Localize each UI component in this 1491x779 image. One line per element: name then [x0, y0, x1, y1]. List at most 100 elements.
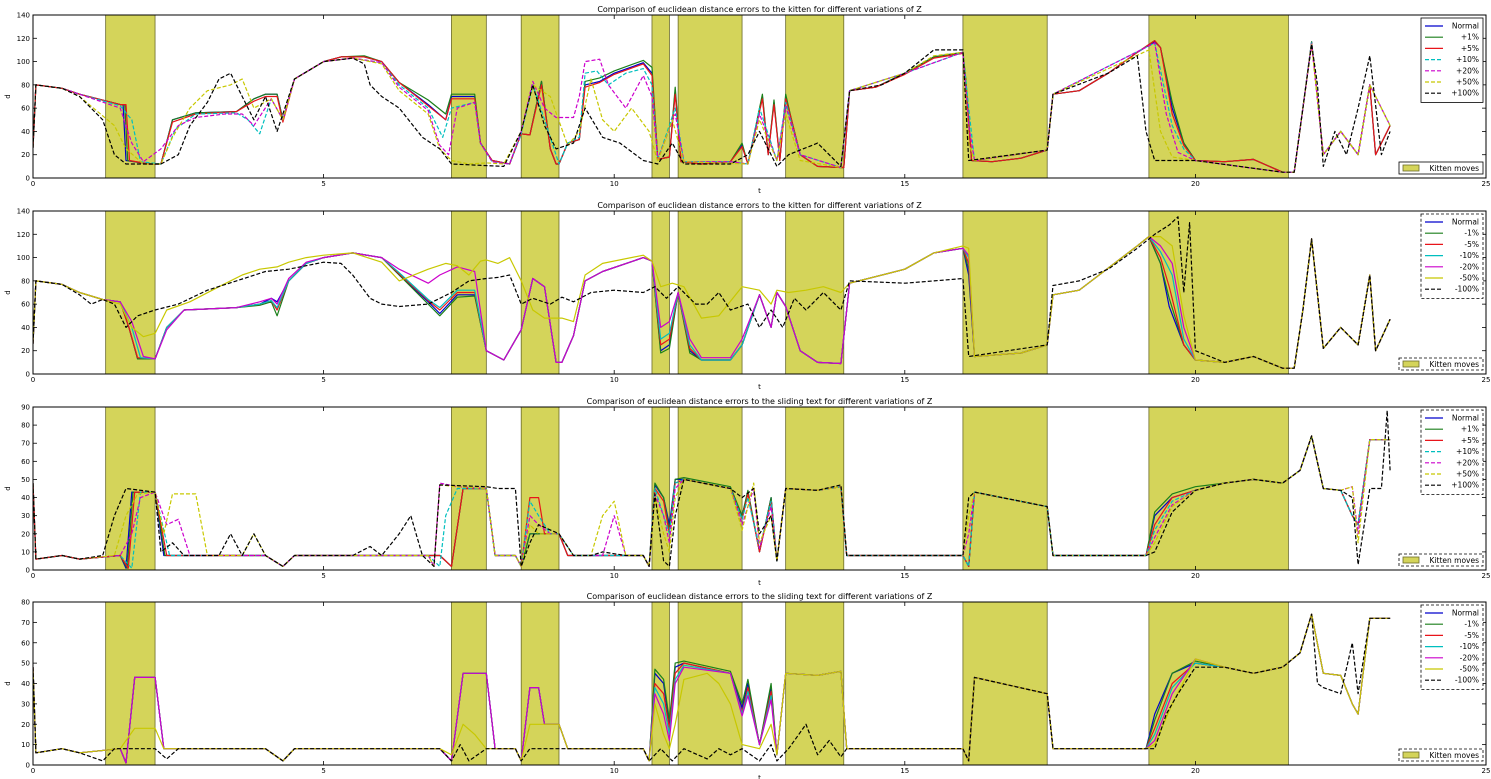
shaded-interval [677, 601, 743, 766]
shaded-interval [105, 210, 156, 375]
chart-title: Comparison of euclidean distance errors … [587, 397, 933, 406]
legend-label: -1% [1464, 229, 1479, 238]
shade-legend-swatch [1402, 164, 1420, 172]
legend: Normal +1% +5% +10% +20% +50% +100% [1420, 17, 1484, 103]
legend-label: +100% [1451, 481, 1479, 490]
x-tick-label: 10 [610, 376, 619, 384]
y-tick-label: 0 [26, 567, 30, 575]
shade-legend-frame [1398, 357, 1484, 371]
y-tick-label: 140 [17, 208, 30, 216]
series-line-5 [33, 236, 1391, 369]
y-axis-label: d [4, 486, 12, 490]
chart-panel-4: 0 5 10 15 20 25 0 10 20 30 40 50 60 70 80 Comparison of… [4, 592, 1490, 779]
x-tick-label: 10 [610, 180, 619, 188]
shade-legend-frame [1398, 161, 1484, 175]
y-tick-label: 0 [26, 762, 30, 770]
x-tick-label: 10 [610, 572, 619, 580]
axes-frame [32, 406, 1487, 571]
y-tick-label: 40 [21, 494, 30, 502]
legend-label: -10% [1460, 251, 1479, 260]
series-lines [33, 613, 1391, 764]
y-tick-label: 30 [21, 700, 30, 708]
chart-title: Comparison of euclidean distance errors … [597, 201, 922, 210]
legend-label: -100% [1455, 676, 1479, 685]
shaded-interval [677, 14, 743, 179]
y-tick-label: 10 [21, 741, 30, 749]
shade-legend: Kitten moves [1398, 161, 1484, 175]
shaded-interval [105, 14, 156, 179]
x-tick-label: 15 [900, 180, 909, 188]
x-tick-label: 0 [31, 180, 35, 188]
y-tick-label: 20 [21, 530, 30, 538]
chart-title: Comparison of euclidean distance errors … [587, 592, 933, 601]
x-tick-label: 0 [31, 376, 35, 384]
x-tick-label: 5 [321, 572, 325, 580]
shaded-interval [962, 14, 1048, 179]
y-tick-label: 80 [21, 81, 30, 89]
legend: Normal +1% +5% +10% +20% +50% +100% [1420, 409, 1484, 495]
legend-label: -5% [1464, 240, 1479, 249]
x-tick-label: 20 [1191, 376, 1200, 384]
series-line-7 [33, 410, 1391, 567]
legend-label: -5% [1464, 631, 1479, 640]
legend-frame [1420, 17, 1484, 103]
y-tick-label: 80 [21, 277, 30, 285]
shade-legend-label: Kitten moves [1430, 751, 1480, 760]
x-tick-label: 10 [610, 767, 619, 775]
x-tick-label: 25 [1482, 180, 1491, 188]
x-tick-label: 5 [321, 767, 325, 775]
y-tick-label: 20 [21, 721, 30, 729]
y-tick-label: 140 [17, 12, 30, 20]
shaded-interval [962, 210, 1048, 375]
legend-label: +20% [1456, 66, 1479, 75]
y-tick-label: 70 [21, 440, 30, 448]
x-tick-label: 0 [31, 767, 35, 775]
legend: Normal -1% -5% -10% -20% -50% -100% [1420, 213, 1484, 299]
y-tick-label: 50 [21, 660, 30, 668]
chart-title: Comparison of euclidean distance errors … [597, 5, 922, 14]
y-axis-label: d [4, 681, 12, 685]
y-tick-label: 80 [21, 599, 30, 607]
y-tick-label: 80 [21, 422, 30, 430]
y-tick-label: 20 [21, 347, 30, 355]
legend-frame [1420, 604, 1484, 690]
shade-legend-label: Kitten moves [1430, 556, 1480, 565]
shade-legend-swatch [1402, 751, 1420, 759]
chart-panel-1: 0 5 10 15 20 25 0 20 40 60 80 100 120 140 Comparison o… [4, 5, 1490, 195]
legend-label: -1% [1464, 620, 1479, 629]
shaded-interval [1148, 406, 1289, 571]
shaded-interval [1148, 210, 1289, 375]
shade-legend-frame [1398, 553, 1484, 567]
shaded-interval [785, 14, 845, 179]
legend-label: Normal [1452, 609, 1479, 618]
shaded-interval [520, 14, 560, 179]
y-tick-label: 120 [17, 231, 30, 239]
y-tick-label: 60 [21, 458, 30, 466]
legend-label: -10% [1460, 642, 1479, 651]
y-tick-label: 20 [21, 151, 30, 159]
legend-label: +5% [1461, 436, 1479, 445]
legend: Normal -1% -5% -10% -20% -50% -100% [1420, 604, 1484, 690]
y-tick-label: 100 [17, 58, 30, 66]
y-axis-label: d [4, 290, 12, 294]
shade-legend-swatch [1402, 556, 1420, 564]
legend-label: -100% [1455, 285, 1479, 294]
legend-label: +1% [1461, 425, 1479, 434]
axes-frame [32, 14, 1487, 179]
y-tick-label: 30 [21, 512, 30, 520]
y-tick-label: 60 [21, 301, 30, 309]
y-tick-label: 0 [26, 175, 30, 183]
y-tick-label: 10 [21, 548, 30, 556]
legend-label: +100% [1451, 89, 1479, 98]
x-tick-label: 5 [321, 376, 325, 384]
legend-label: Normal [1452, 22, 1479, 31]
shaded-interval [520, 601, 560, 766]
shaded-interval [962, 601, 1048, 766]
y-tick-label: 50 [21, 476, 30, 484]
legend-label: +50% [1456, 78, 1479, 87]
y-tick-label: 70 [21, 619, 30, 627]
series-line-6 [33, 43, 1391, 173]
y-tick-label: 0 [26, 371, 30, 379]
shade-legend: Kitten moves [1398, 553, 1484, 567]
